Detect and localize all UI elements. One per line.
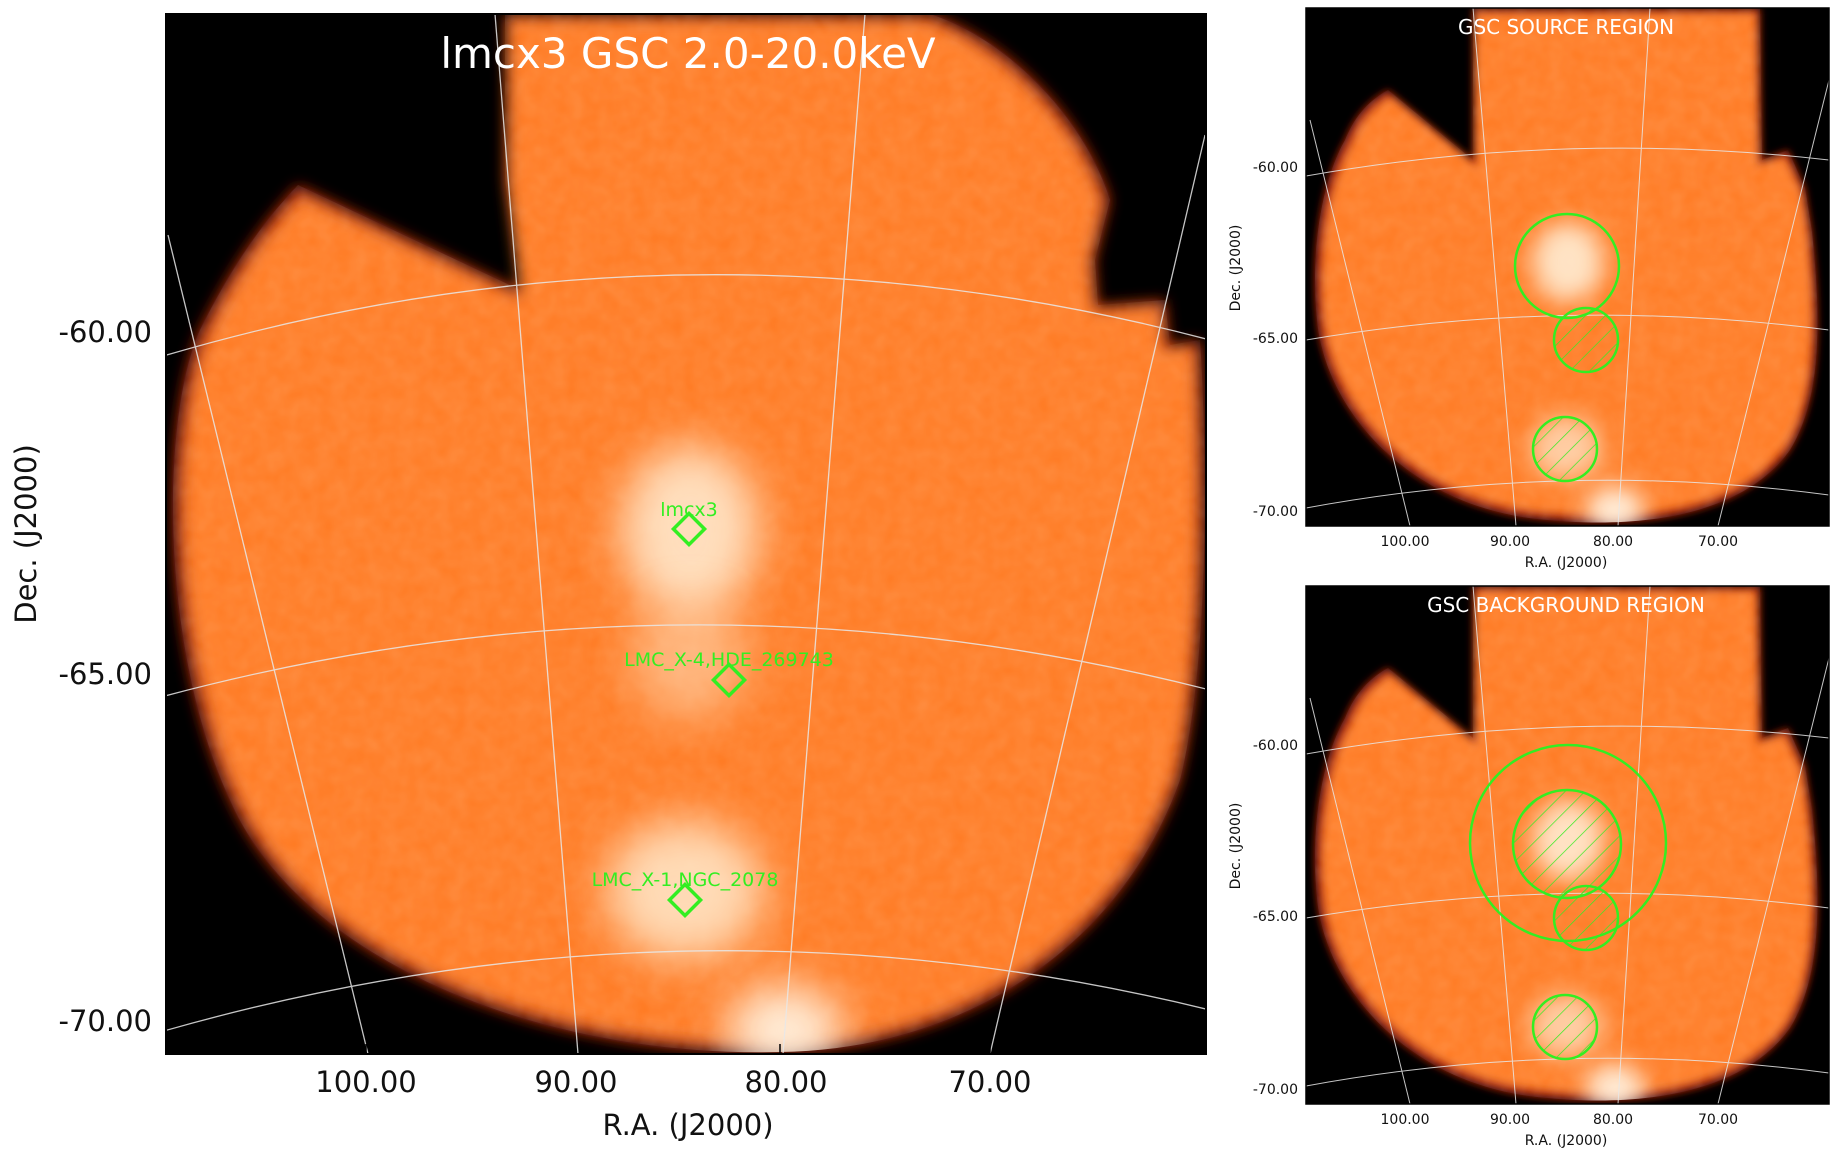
main-y-tick-label: -60.00 bbox=[59, 315, 153, 349]
source-label-lmc-x1: LMC_X-1,NGC_2078 bbox=[592, 869, 779, 891]
background-x-tick-label: 80.00 bbox=[1593, 1112, 1633, 1128]
source-x-axis-label: R.A. (J2000) bbox=[1525, 555, 1608, 571]
grid-line-dec-70 bbox=[166, 950, 1206, 1032]
grid-line-dec-60 bbox=[166, 274, 1206, 356]
source-panel-regions bbox=[1513, 212, 1621, 483]
source-marker-lmcx3[interactable]: lmcx3 bbox=[660, 499, 718, 548]
main-x-tick-label: 70.00 bbox=[948, 1065, 1031, 1099]
main-axis-ticks bbox=[166, 330, 991, 1054]
main-y-tick-label: -65.00 bbox=[59, 657, 153, 691]
main-x-tick-label: 100.00 bbox=[315, 1065, 416, 1099]
background-y-tick-label: -70.00 bbox=[1253, 1082, 1298, 1098]
source-label-lmcx3: lmcx3 bbox=[660, 499, 718, 521]
background-panel-regions bbox=[1468, 743, 1668, 1061]
source-x-tick-label: 100.00 bbox=[1381, 534, 1430, 550]
background-y-axis-label: Dec. (J2000) bbox=[1228, 803, 1244, 890]
main-image-panel: lmcx3 LMC_X-4,HDE_269743 LMC_X-1,NGC_207… bbox=[9, 13, 1207, 1142]
source-panel-grid bbox=[1306, 8, 1829, 526]
grid-line-ra-90 bbox=[494, 14, 579, 1054]
source-label-lmc-x4: LMC_X-4,HDE_269743 bbox=[624, 649, 834, 671]
background-y-tick-label: -60.00 bbox=[1253, 738, 1298, 754]
source-y-axis-label: Dec. (J2000) bbox=[1228, 225, 1244, 312]
source-marker-lmc-x1[interactable]: LMC_X-1,NGC_2078 bbox=[592, 869, 779, 919]
source-panel-frame bbox=[1305, 7, 1830, 527]
source-y-tick-label: -65.00 bbox=[1253, 331, 1298, 347]
main-panel-frame bbox=[165, 13, 1207, 1055]
main-x-axis-label: R.A. (J2000) bbox=[602, 1108, 773, 1142]
background-region-panel: GSC BACKGROUND REGION -60.00 -65.00 -70.… bbox=[1228, 585, 1830, 1149]
source-region-panel: GSC SOURCE REGION -60.00 -65.00 -70.00 1… bbox=[1228, 7, 1830, 571]
source-y-tick-label: -70.00 bbox=[1253, 504, 1298, 520]
grid-line-ra-100 bbox=[167, 234, 369, 1054]
background-panel-frame bbox=[1305, 585, 1830, 1105]
main-x-tick-label: 90.00 bbox=[534, 1065, 617, 1099]
source-markers: lmcx3 LMC_X-4,HDE_269743 LMC_X-1,NGC_207… bbox=[592, 499, 834, 919]
background-y-tick-label: -65.00 bbox=[1253, 909, 1298, 925]
main-y-axis-label: Dec. (J2000) bbox=[9, 444, 43, 624]
grid-line-ra-70 bbox=[989, 134, 1206, 1054]
source-exclusion-circle[interactable] bbox=[1511, 788, 1623, 900]
source-x-tick-label: 70.00 bbox=[1698, 534, 1738, 550]
background-x-tick-label: 70.00 bbox=[1698, 1112, 1738, 1128]
main-y-tick-label: -70.00 bbox=[59, 1004, 153, 1038]
exclusion-region-circle[interactable] bbox=[1552, 884, 1620, 952]
exclusion-region-circle[interactable] bbox=[1531, 993, 1599, 1061]
background-x-tick-label: 100.00 bbox=[1381, 1112, 1430, 1128]
main-panel-title: lmcx3 GSC 2.0-20.0keV bbox=[440, 29, 936, 78]
main-x-tick-label: 80.00 bbox=[744, 1065, 827, 1099]
background-x-axis-label: R.A. (J2000) bbox=[1525, 1133, 1608, 1149]
grid-line-ra-80 bbox=[782, 14, 866, 1054]
source-marker-lmc-x4[interactable]: LMC_X-4,HDE_269743 bbox=[624, 649, 834, 699]
exclusion-region-circle[interactable] bbox=[1552, 306, 1620, 374]
source-y-tick-label: -60.00 bbox=[1253, 160, 1298, 176]
coordinate-grid bbox=[166, 14, 1206, 1054]
background-x-tick-label: 90.00 bbox=[1490, 1112, 1530, 1128]
grid-line-dec-65 bbox=[166, 624, 1206, 697]
exclusion-region-circle[interactable] bbox=[1531, 415, 1599, 483]
source-panel-title: GSC SOURCE REGION bbox=[1458, 15, 1674, 39]
source-x-tick-label: 90.00 bbox=[1490, 534, 1530, 550]
background-panel-title: GSC BACKGROUND REGION bbox=[1427, 593, 1705, 617]
source-x-tick-label: 80.00 bbox=[1593, 534, 1633, 550]
